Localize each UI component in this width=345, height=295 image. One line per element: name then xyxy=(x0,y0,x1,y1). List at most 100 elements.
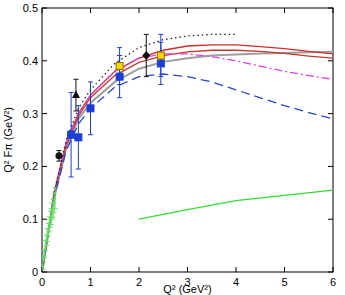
error-cap xyxy=(88,81,93,82)
data-point xyxy=(68,131,75,138)
x-tick xyxy=(236,8,237,13)
curve xyxy=(42,54,333,272)
error-cap xyxy=(76,105,81,106)
chart: 012345600.10.20.30.40.5Q² (GeV²)Q² Fπ (G… xyxy=(0,0,345,295)
data-point xyxy=(54,197,57,200)
y-tick xyxy=(328,60,333,61)
error-cap xyxy=(50,219,55,220)
data-point xyxy=(116,63,123,70)
y-tick xyxy=(328,8,333,9)
x-tick xyxy=(42,8,43,13)
error-cap xyxy=(88,134,93,135)
curve xyxy=(42,34,236,272)
y-axis-label: Q² Fπ (GeV²) xyxy=(2,107,14,173)
x-tick-label: 2 xyxy=(136,276,142,288)
error-cap xyxy=(49,224,54,225)
curve xyxy=(139,190,333,219)
x-tick-label: 4 xyxy=(233,276,239,288)
y-tick xyxy=(328,166,333,167)
y-tick xyxy=(42,166,47,167)
curve xyxy=(42,50,333,272)
x-tick xyxy=(284,267,285,272)
error-cap xyxy=(76,169,81,170)
error-bar xyxy=(55,188,56,209)
y-tick-label: 0.2 xyxy=(23,160,38,172)
error-bar xyxy=(42,264,43,269)
error-cap xyxy=(117,84,122,85)
error-cap xyxy=(69,176,74,177)
error-cap xyxy=(43,250,48,251)
error-bar xyxy=(54,194,55,213)
data-point xyxy=(75,134,82,141)
error-cap xyxy=(56,161,61,162)
x-tick xyxy=(139,8,140,13)
x-tick xyxy=(139,267,140,272)
error-cap xyxy=(73,110,78,111)
error-cap xyxy=(42,261,46,262)
data-point xyxy=(55,152,62,159)
x-tick xyxy=(187,8,188,13)
x-tick-label: 0 xyxy=(39,276,45,288)
y-tick xyxy=(42,219,47,220)
error-cap xyxy=(144,76,149,77)
error-bar xyxy=(46,235,47,246)
error-cap xyxy=(56,150,61,151)
error-bar xyxy=(43,256,44,262)
error-cap xyxy=(52,212,57,213)
error-cap xyxy=(53,187,58,188)
y-tick-label: 0.4 xyxy=(23,55,38,67)
error-cap xyxy=(53,208,58,209)
x-tick-label: 1 xyxy=(87,276,93,288)
x-tick-label: 5 xyxy=(281,276,287,288)
y-tick xyxy=(328,219,333,220)
y-tick-label: 0.5 xyxy=(23,2,38,14)
data-point xyxy=(72,91,80,99)
x-tick xyxy=(90,8,91,13)
y-tick-label: 0.3 xyxy=(23,108,38,120)
error-cap xyxy=(158,34,163,35)
data-point xyxy=(142,51,150,60)
error-cap xyxy=(51,217,56,218)
error-cap xyxy=(46,236,51,237)
error-cap xyxy=(48,211,53,212)
error-cap xyxy=(42,257,47,258)
x-axis-label: Q² (GeV²) xyxy=(163,283,211,295)
error-cap xyxy=(42,264,45,265)
error-cap xyxy=(158,84,163,85)
y-tick xyxy=(42,113,47,114)
data-point xyxy=(157,52,164,59)
x-tick xyxy=(236,267,237,272)
curve xyxy=(42,74,333,272)
plot-marks xyxy=(42,34,333,272)
y-tick-label: 0 xyxy=(32,266,38,278)
x-tick xyxy=(90,267,91,272)
error-cap xyxy=(69,92,74,93)
error-cap xyxy=(158,76,163,77)
error-cap xyxy=(44,245,49,246)
plot-frame xyxy=(42,8,333,272)
x-tick-label: 6 xyxy=(330,276,336,288)
y-tick xyxy=(42,8,47,9)
data-point xyxy=(43,252,46,255)
error-cap xyxy=(144,34,149,35)
y-tick xyxy=(328,272,333,273)
error-cap xyxy=(52,193,57,194)
curve xyxy=(42,52,333,272)
y-tick xyxy=(328,113,333,114)
y-tick xyxy=(42,60,47,61)
x-tick xyxy=(333,267,334,272)
curve xyxy=(42,45,333,272)
data-point xyxy=(42,265,44,268)
x-tick xyxy=(284,8,285,13)
y-tick-label: 0.1 xyxy=(23,213,38,225)
x-tick xyxy=(333,8,334,13)
error-cap xyxy=(48,227,53,228)
x-tick xyxy=(187,267,188,272)
data-point xyxy=(87,105,94,112)
error-cap xyxy=(42,249,47,250)
error-cap xyxy=(47,231,52,232)
error-cap xyxy=(45,241,50,242)
error-cap xyxy=(117,97,122,98)
error-cap xyxy=(42,269,45,270)
error-cap xyxy=(117,47,122,48)
